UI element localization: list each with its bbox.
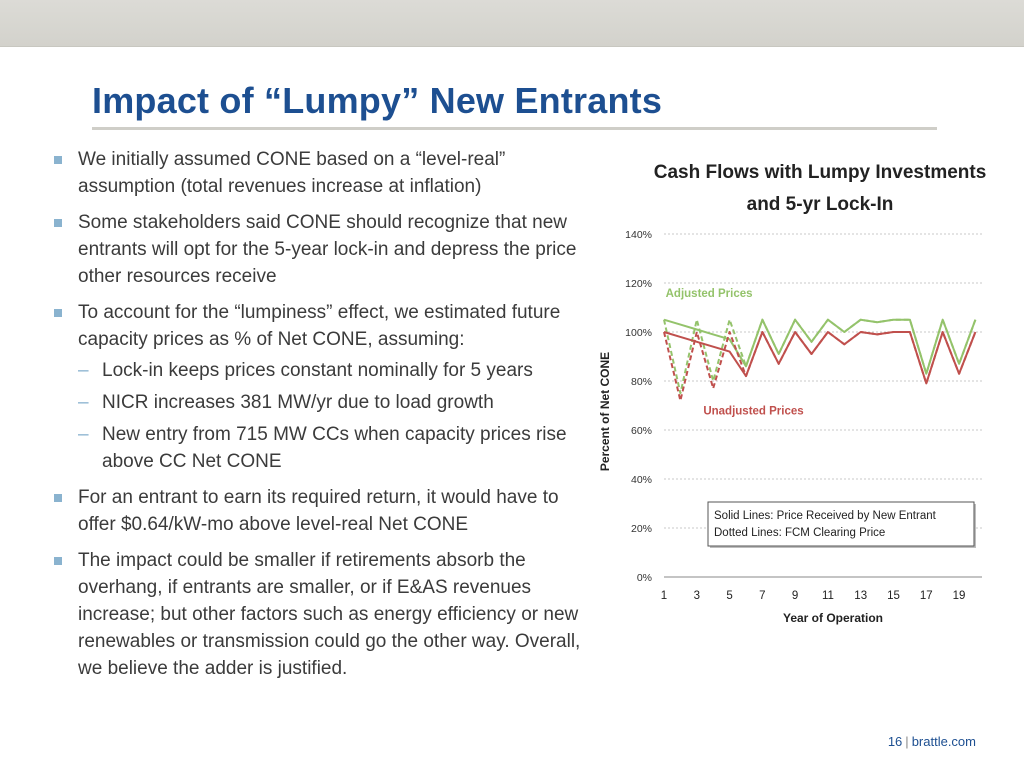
- x-tick-label: 15: [887, 590, 900, 602]
- y-axis-title: Percent of Net CONE: [598, 352, 612, 471]
- y-tick-label: 100%: [625, 327, 652, 339]
- bullet-text: Some stakeholders said CONE should recog…: [78, 212, 577, 287]
- bullet-item: The impact could be smaller if retiremen…: [50, 547, 595, 682]
- sub-bullet-text: Lock-in keeps prices constant nominally …: [102, 360, 533, 381]
- x-tick-label: 1: [661, 590, 667, 602]
- annotation-adjusted-prices: Adjusted Prices: [666, 288, 753, 300]
- series-line-unadjusted-prices-solid: [663, 331, 977, 385]
- bullet-text: For an entrant to earn its required retu…: [78, 487, 559, 535]
- dash-bullet-icon: –: [78, 424, 89, 445]
- slide-title: Impact of “Lumpy” New Entrants: [92, 80, 663, 121]
- dash-bullet-icon: –: [78, 360, 89, 381]
- x-tick-label: 3: [694, 590, 700, 602]
- page-number: 16: [887, 734, 903, 749]
- x-tick-label: 13: [854, 590, 867, 602]
- header-band: [0, 0, 1024, 47]
- y-tick-label: 0%: [637, 572, 652, 584]
- legend-line: Solid Lines: Price Received by New Entra…: [714, 510, 937, 522]
- footer: 16 | brattle.com: [888, 734, 976, 749]
- square-bullet-icon: [54, 494, 62, 502]
- y-tick-label: 140%: [625, 229, 652, 241]
- bullet-text: We initially assumed CONE based on a “le…: [78, 149, 506, 197]
- bullet-item: Some stakeholders said CONE should recog…: [50, 209, 595, 290]
- title-divider: [92, 127, 937, 130]
- x-tick-label: 17: [920, 590, 933, 602]
- chart-title: Cash Flows with Lumpy Investments and 5-…: [653, 162, 987, 215]
- footer-separator: |: [905, 734, 909, 749]
- legend-box: [707, 501, 975, 547]
- series-line-adjusted-prices-solid: [663, 318, 977, 375]
- y-tick-label: 120%: [625, 278, 652, 290]
- y-tick-label: 80%: [631, 376, 652, 388]
- y-tick-label: 20%: [631, 523, 652, 535]
- bullet-list: We initially assumed CONE based on a “le…: [50, 146, 595, 691]
- sub-bullet-item: – NICR increases 381 MW/yr due to load g…: [50, 389, 595, 416]
- series-line-unadjusted-prices-dotted: [663, 331, 977, 402]
- bullet-item: To account for the “lumpiness” effect, w…: [50, 299, 595, 353]
- sub-bullet-item: – Lock-in keeps prices constant nominall…: [50, 357, 595, 384]
- sub-bullet-item: – New entry from 715 MW CCs when capacit…: [50, 421, 595, 475]
- legend-line: Dotted Lines: FCM Clearing Price: [714, 527, 885, 539]
- sub-bullet-text: NICR increases 381 MW/yr due to load gro…: [102, 392, 494, 413]
- x-tick-label: 7: [759, 590, 765, 602]
- bullet-text: To account for the “lumpiness” effect, w…: [78, 302, 561, 350]
- line-chart: 0%20%40%60%80%100%120%140%1 3 5 7 9 11 13 15 17 1…: [598, 229, 982, 625]
- x-tick-label: 9: [792, 590, 798, 602]
- x-tick-label: 19: [953, 590, 966, 602]
- sub-bullet-text: New entry from 715 MW CCs when capacity …: [102, 424, 567, 472]
- y-tick-label: 60%: [631, 425, 652, 437]
- footer-site: brattle.com: [911, 734, 976, 749]
- x-axis-title: Year of Operation: [783, 611, 883, 625]
- square-bullet-icon: [54, 557, 62, 565]
- y-tick-label: 40%: [631, 474, 652, 486]
- x-tick-label: 5: [726, 590, 732, 602]
- x-tick-label: 11: [822, 590, 834, 602]
- series-line-adjusted-prices-dotted: [663, 318, 977, 395]
- bullet-text: The impact could be smaller if retiremen…: [78, 550, 581, 679]
- square-bullet-icon: [54, 219, 62, 227]
- bullet-item: For an entrant to earn its required retu…: [50, 484, 595, 538]
- dash-bullet-icon: –: [78, 392, 89, 413]
- annotation-unadjusted-prices: Unadjusted Prices: [703, 405, 803, 417]
- bullet-item: We initially assumed CONE based on a “le…: [50, 146, 595, 200]
- square-bullet-icon: [54, 156, 62, 164]
- square-bullet-icon: [54, 309, 62, 317]
